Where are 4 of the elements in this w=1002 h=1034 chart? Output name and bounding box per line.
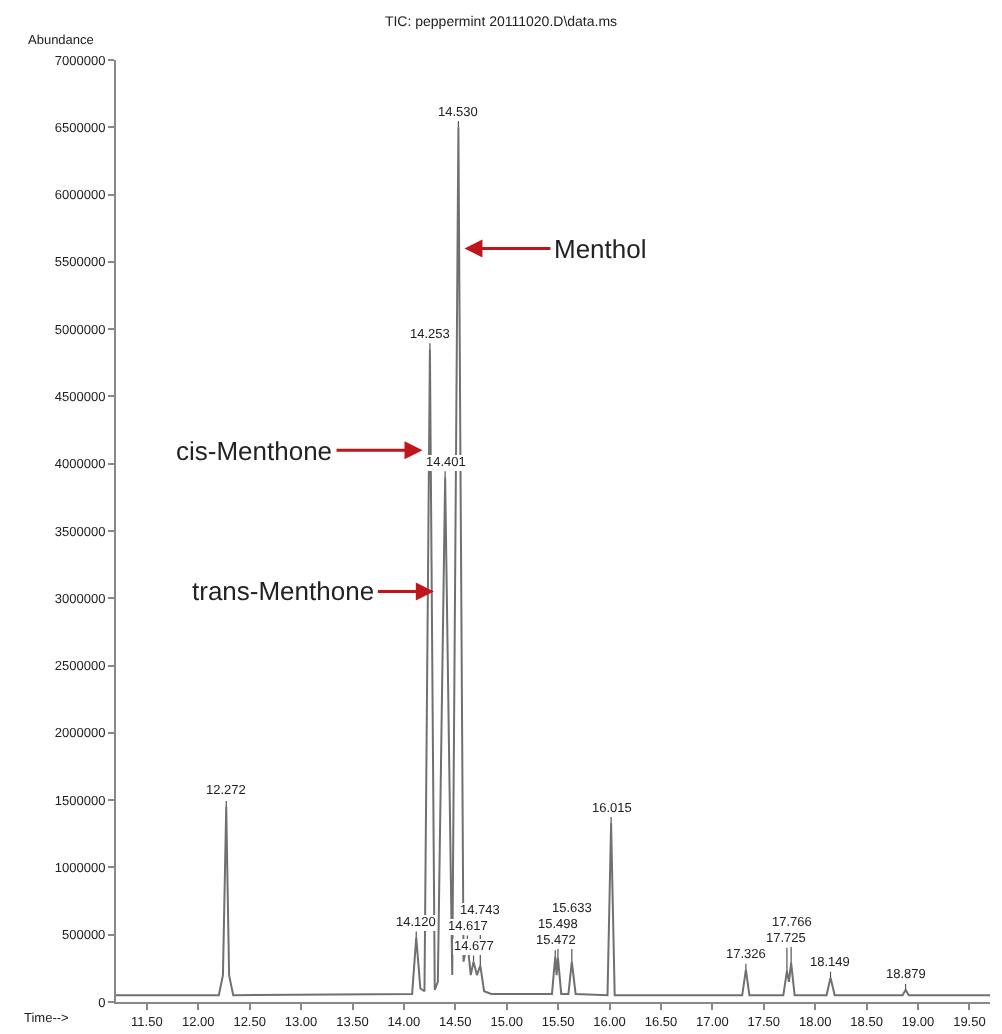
annotation: cis-Menthone [176, 436, 333, 466]
annotation: Menthol [554, 234, 647, 264]
line-series [116, 126, 990, 997]
annotation: trans-Menthone [192, 576, 375, 606]
